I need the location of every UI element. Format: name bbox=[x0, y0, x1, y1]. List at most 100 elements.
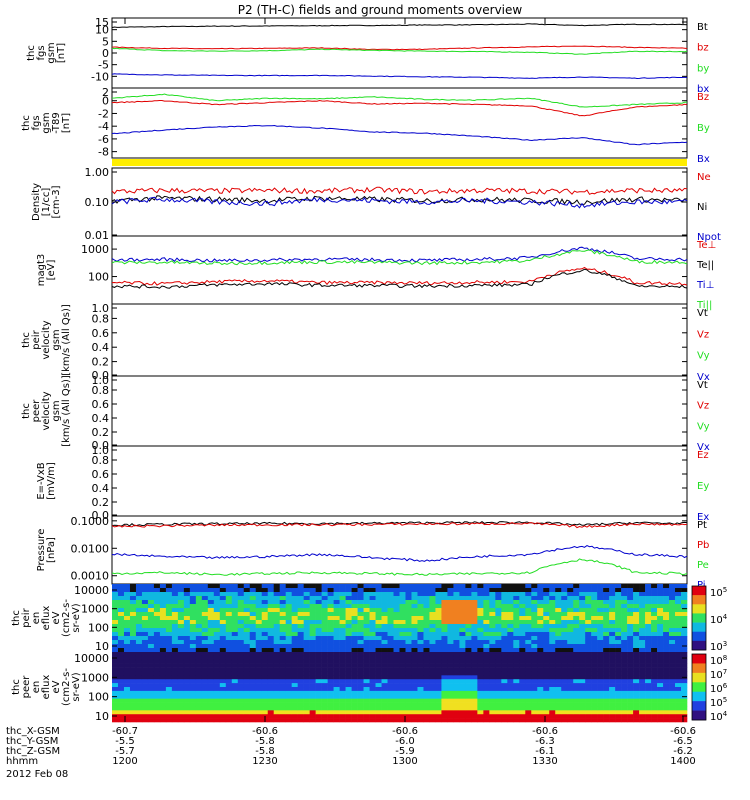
heatmap-cell bbox=[603, 698, 610, 703]
heatmap-cell bbox=[417, 632, 424, 637]
heatmap-cell bbox=[315, 663, 322, 668]
heatmap-cell bbox=[603, 690, 610, 696]
heatmap-cell bbox=[471, 636, 478, 641]
heatmap-cell bbox=[519, 679, 526, 684]
heatmap-cell bbox=[339, 687, 346, 692]
heatmap-cell bbox=[639, 698, 646, 703]
heatmap-cell bbox=[171, 659, 179, 664]
heatmap-cell bbox=[279, 604, 286, 609]
heatmap-cell bbox=[579, 671, 586, 676]
heatmap-cell bbox=[177, 683, 185, 688]
heatmap-cell bbox=[615, 659, 622, 664]
heatmap-cell bbox=[123, 702, 131, 707]
heatmap-cell bbox=[165, 671, 173, 676]
heatmap-cell bbox=[483, 648, 490, 653]
heatmap-cell bbox=[657, 624, 664, 629]
heatmap-cell bbox=[309, 698, 316, 703]
heatmap-cell bbox=[423, 604, 430, 609]
heatmap-cell bbox=[513, 620, 520, 625]
heatmap-cell bbox=[195, 718, 203, 723]
heatmap-cell bbox=[423, 714, 430, 719]
heatmap-cell bbox=[681, 624, 688, 629]
heatmap-cell bbox=[537, 671, 544, 676]
heatmap-cell bbox=[537, 632, 544, 637]
heatmap-cell bbox=[531, 600, 538, 605]
heatmap-cell bbox=[417, 698, 424, 703]
heatmap-cell bbox=[597, 702, 604, 707]
heatmap-cell bbox=[627, 604, 634, 609]
heatmap-cell bbox=[657, 655, 664, 661]
heatmap-cell bbox=[309, 616, 316, 621]
heatmap-cell bbox=[339, 596, 346, 601]
heatmap-cell bbox=[561, 694, 568, 699]
heatmap-cell bbox=[675, 659, 682, 664]
heatmap-cell bbox=[519, 652, 526, 657]
heatmap-cell bbox=[153, 667, 161, 672]
colorbar-tick-label: 104 bbox=[710, 710, 728, 723]
heatmap-cell bbox=[201, 636, 209, 641]
heatmap-cell bbox=[159, 683, 167, 688]
heatmap-cell bbox=[651, 628, 658, 633]
heatmap-cell bbox=[501, 624, 508, 629]
heatmap-cell bbox=[237, 620, 245, 625]
heatmap-cell bbox=[537, 714, 544, 719]
heatmap-cell bbox=[195, 671, 203, 676]
heatmap-cell bbox=[525, 687, 532, 692]
heatmap-cell bbox=[519, 675, 526, 680]
heatmap-cell bbox=[249, 683, 257, 688]
heatmap-cell bbox=[609, 600, 616, 605]
heatmap-cell bbox=[495, 702, 502, 707]
y-axis-label-line: velocity bbox=[41, 391, 52, 430]
heatmap-cell bbox=[387, 644, 394, 649]
heatmap-cell bbox=[573, 628, 580, 633]
heatmap-cell bbox=[327, 632, 334, 637]
heatmap-cell bbox=[513, 652, 520, 657]
heatmap-cell bbox=[543, 671, 550, 676]
heatmap-cell bbox=[183, 679, 191, 684]
heatmap-cell bbox=[243, 612, 251, 617]
series-line-Bz bbox=[111, 99, 688, 117]
y-axis-label-line: (cm2-s- bbox=[61, 668, 72, 706]
heatmap-cell bbox=[117, 710, 125, 715]
heatmap-cell bbox=[183, 636, 191, 641]
heatmap-cell bbox=[159, 584, 167, 589]
heatmap-cell bbox=[609, 620, 616, 625]
heatmap-cell bbox=[249, 640, 257, 645]
heatmap-cell bbox=[159, 706, 167, 711]
heatmap-cell bbox=[663, 604, 670, 609]
heatmap-cell bbox=[255, 714, 263, 719]
heatmap-cell bbox=[441, 636, 448, 641]
heatmap-cell bbox=[267, 675, 275, 680]
heatmap-cell bbox=[123, 698, 131, 703]
y-axis-label-line: Pressure bbox=[36, 529, 47, 572]
heatmap-cell bbox=[477, 628, 484, 633]
heatmap-cell bbox=[351, 596, 358, 601]
heatmap-cell bbox=[519, 592, 526, 597]
heatmap-cell bbox=[663, 694, 670, 699]
heatmap-cell bbox=[303, 624, 310, 629]
heatmap-cell bbox=[255, 690, 263, 696]
heatmap-cell bbox=[159, 655, 167, 661]
heatmap-cell bbox=[363, 706, 370, 711]
heatmap-cell bbox=[369, 588, 376, 593]
heatmap-cell bbox=[561, 706, 568, 711]
heatmap-cell bbox=[297, 596, 304, 601]
heatmap-cell bbox=[249, 667, 257, 672]
y-axis-label-line: en bbox=[31, 681, 42, 694]
heatmap-cell bbox=[441, 706, 448, 711]
heatmap-cell bbox=[165, 675, 173, 680]
heatmap-cell bbox=[465, 584, 472, 589]
heatmap-cell bbox=[465, 655, 472, 661]
heatmap-cell bbox=[417, 718, 424, 723]
colorbar-tick-label: 105 bbox=[710, 696, 727, 709]
heatmap-cell bbox=[279, 652, 286, 657]
heatmap-cell bbox=[363, 671, 370, 676]
heatmap-cell bbox=[405, 592, 412, 597]
heatmap-cell bbox=[363, 667, 370, 672]
heatmap-cell bbox=[219, 663, 227, 668]
heatmap-cell bbox=[183, 706, 191, 711]
heatmap-cell bbox=[249, 632, 257, 637]
heatmap-cell bbox=[363, 600, 370, 605]
heatmap-cell bbox=[345, 596, 352, 601]
